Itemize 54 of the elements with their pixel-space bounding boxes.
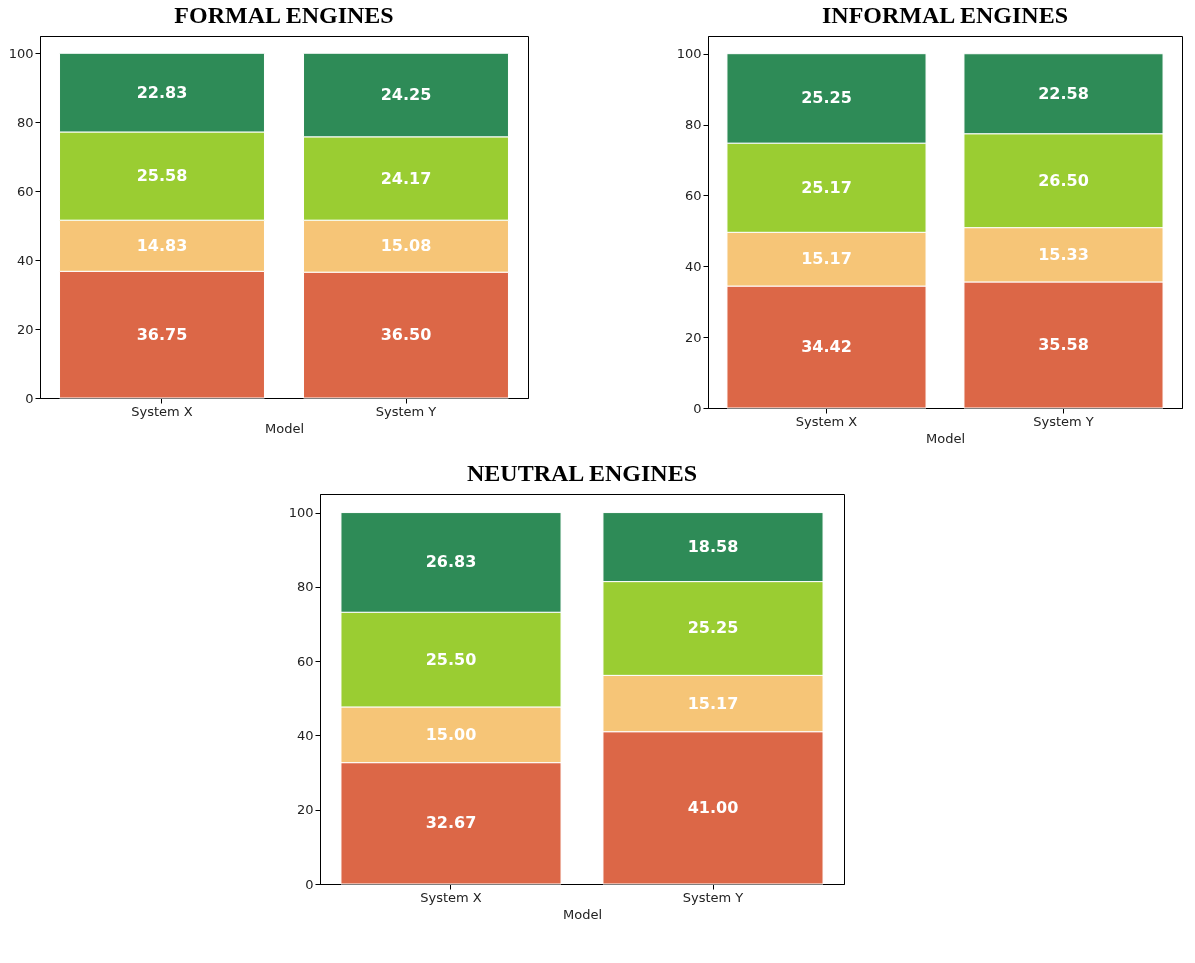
y-tick-label: 60 <box>296 653 314 669</box>
data-label: 14.83 <box>136 235 188 255</box>
data-label: 15.33 <box>1038 244 1089 264</box>
data-label: 26.50 <box>1038 170 1089 190</box>
chart-title: NEUTRAL ENGINES <box>466 460 698 486</box>
y-tick-label: 60 <box>16 183 34 199</box>
chart-title: FORMAL ENGINES <box>174 2 394 28</box>
data-label: 34.42 <box>801 337 852 357</box>
y-tick-label: 20 <box>684 329 702 345</box>
x-axis-title: Model <box>925 430 966 446</box>
data-label: 32.67 <box>425 813 477 833</box>
y-tick-label: 40 <box>296 727 314 743</box>
data-label: 15.08 <box>380 236 432 256</box>
data-label: 22.58 <box>1038 83 1089 103</box>
x-tick-label: System X <box>420 889 482 905</box>
data-label: 35.58 <box>1038 334 1089 354</box>
x-axis-title: Model <box>264 420 305 436</box>
y-tick-label: 60 <box>684 187 702 203</box>
y-tick-label: 40 <box>16 252 34 268</box>
data-label: 24.25 <box>380 85 432 105</box>
data-label: 15.00 <box>425 724 477 744</box>
y-tick-label: 20 <box>296 802 314 818</box>
x-tick-label: System Y <box>1033 413 1094 429</box>
y-tick-label: 0 <box>25 390 34 406</box>
y-tick-label: 100 <box>288 505 314 521</box>
data-label: 25.25 <box>801 88 852 108</box>
data-label: 22.83 <box>136 82 188 102</box>
y-tick-label: 100 <box>8 45 34 61</box>
y-tick-label: 100 <box>676 46 702 62</box>
y-tick-label: 40 <box>684 258 702 274</box>
data-label: 15.17 <box>687 693 739 713</box>
y-tick-label: 20 <box>16 321 34 337</box>
x-tick-label: System X <box>795 413 858 429</box>
data-label: 18.58 <box>687 537 739 557</box>
data-label: 25.17 <box>801 177 852 197</box>
data-label: 15.17 <box>801 249 852 269</box>
data-label: 25.25 <box>687 618 739 638</box>
y-tick-label: 80 <box>684 117 702 133</box>
x-tick-label: System Y <box>682 889 744 905</box>
y-tick-label: 0 <box>693 400 702 416</box>
y-tick-label: 0 <box>305 876 314 892</box>
data-label: 25.50 <box>425 649 477 669</box>
data-label: 36.50 <box>380 325 432 345</box>
x-tick-label: System X <box>131 403 193 419</box>
data-label: 41.00 <box>687 797 739 817</box>
x-tick-label: System Y <box>375 403 437 419</box>
y-tick-label: 80 <box>296 579 314 595</box>
data-label: 24.17 <box>380 168 432 188</box>
data-label: 26.83 <box>425 552 477 572</box>
x-axis-title: Model <box>562 906 603 922</box>
y-tick-label: 80 <box>16 114 34 130</box>
data-label: 25.58 <box>136 166 188 186</box>
chart-title: INFORMAL ENGINES <box>821 2 1069 28</box>
data-label: 36.75 <box>136 324 188 344</box>
